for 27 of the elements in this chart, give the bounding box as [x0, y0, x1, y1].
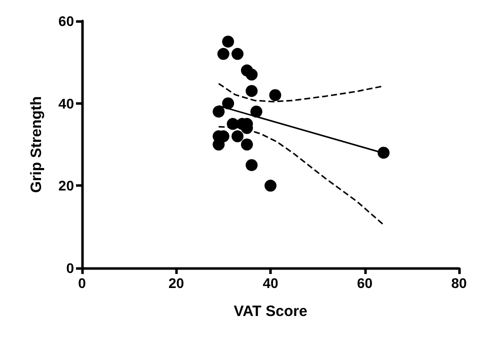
point: [232, 48, 244, 60]
x-axis-title: VAT Score: [234, 303, 308, 320]
x-tick-label: 0: [78, 275, 86, 291]
point: [269, 89, 282, 102]
point: [264, 180, 276, 192]
x-tick-label: 60: [356, 275, 373, 291]
x-tick-label: 20: [168, 275, 184, 291]
point: [212, 138, 225, 150]
point: [240, 138, 253, 150]
y-tick-label: 40: [58, 95, 74, 112]
y-tick-label: 60: [58, 13, 74, 29]
point: [212, 106, 225, 118]
y-axis-title: Grip Strength: [28, 96, 45, 193]
point: [217, 48, 230, 60]
x-tick-label: 80: [451, 275, 467, 291]
y-tick-label: 20: [58, 178, 74, 194]
point: [222, 97, 234, 110]
line-series: [218, 82, 384, 102]
point: [232, 130, 244, 142]
point: [222, 36, 234, 48]
point: [250, 106, 262, 118]
point: [246, 159, 258, 172]
point: [246, 84, 258, 97]
y-tick-label: 0: [66, 260, 74, 276]
x-tick-label: 40: [262, 275, 278, 291]
point: [378, 146, 390, 159]
point: [246, 68, 258, 81]
